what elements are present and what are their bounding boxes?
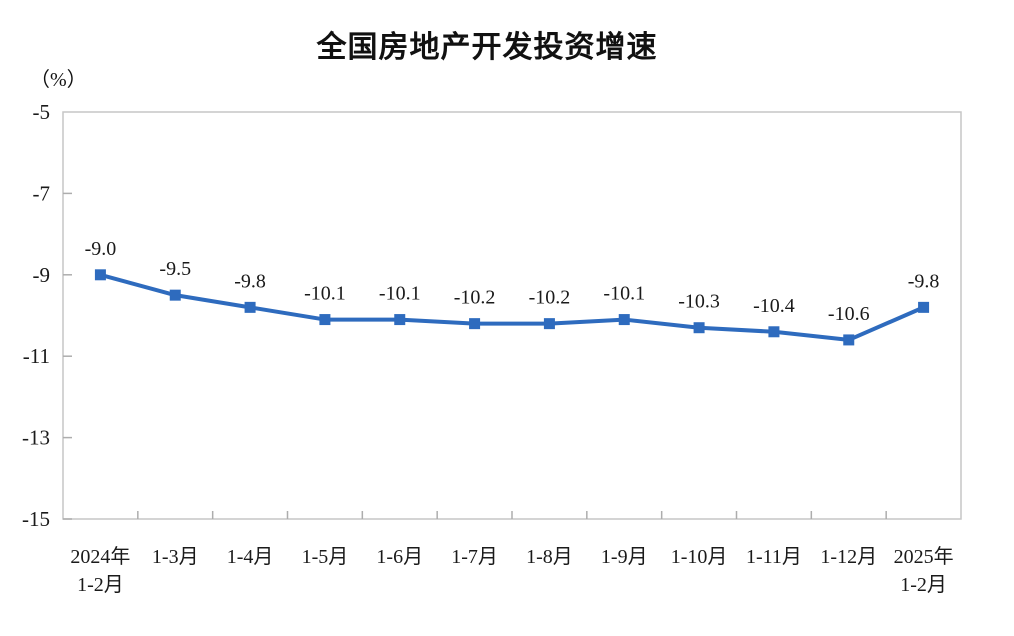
y-tick-label: -13 xyxy=(22,426,50,450)
data-point-marker xyxy=(319,314,331,326)
data-point-label: -10.1 xyxy=(379,283,421,305)
data-point-marker xyxy=(618,314,630,326)
data-point-label: -10.4 xyxy=(753,295,795,317)
x-tick-label: 1-4月 xyxy=(227,546,274,568)
data-point-label: -10.6 xyxy=(828,303,870,325)
data-point-marker xyxy=(469,318,481,330)
data-point-label: -10.1 xyxy=(304,283,346,305)
data-point-label: -9.0 xyxy=(85,238,117,260)
data-point-marker xyxy=(394,314,406,326)
x-tick-label: 1-9月 xyxy=(601,546,648,568)
x-tick-label: 2024年 xyxy=(70,545,130,568)
data-point-label: -9.8 xyxy=(234,270,266,292)
x-tick-label: 1-10月 xyxy=(671,546,728,568)
series-line xyxy=(98,272,926,342)
y-tick-label: -7 xyxy=(33,181,51,205)
x-tick-label: 1-11月 xyxy=(746,546,802,568)
x-tick-label: 1-8月 xyxy=(526,546,573,568)
data-point-marker xyxy=(918,301,930,313)
x-tick-label: 1-5月 xyxy=(302,546,349,568)
y-tick-label: -9 xyxy=(33,263,51,287)
y-tick-label: -15 xyxy=(22,507,50,531)
data-point-label: -9.5 xyxy=(159,258,191,280)
x-tick-label: 1-3月 xyxy=(152,546,199,568)
data-point-label: -10.2 xyxy=(454,287,496,309)
data-point-marker xyxy=(768,326,780,338)
data-point-label: -10.2 xyxy=(529,287,571,309)
data-point-marker xyxy=(693,322,705,334)
data-point-marker xyxy=(94,269,106,281)
x-tick-label: 1-7月 xyxy=(451,546,498,568)
x-tick-label: 1-2月 xyxy=(900,574,947,596)
data-point-marker xyxy=(543,318,555,330)
data-point-label: -9.8 xyxy=(908,270,940,292)
y-tick-label: -11 xyxy=(23,344,50,368)
data-point-label: -10.3 xyxy=(678,291,720,313)
chart-title: 全国房地产开发投资增速 xyxy=(316,30,658,65)
data-point-marker xyxy=(843,334,855,346)
plot-border xyxy=(62,111,962,520)
data-point-label: -10.1 xyxy=(603,283,645,305)
x-tick-label: 1-2月 xyxy=(77,574,124,596)
x-tick-label: 1-12月 xyxy=(820,546,877,568)
x-tick-label: 1-6月 xyxy=(376,546,423,568)
y-axis-unit-label: （%） xyxy=(30,69,87,91)
data-point-marker xyxy=(244,301,256,313)
x-tick-label: 2025年 xyxy=(894,545,954,568)
y-tick-label: -5 xyxy=(33,100,51,124)
data-point-marker xyxy=(169,289,181,301)
